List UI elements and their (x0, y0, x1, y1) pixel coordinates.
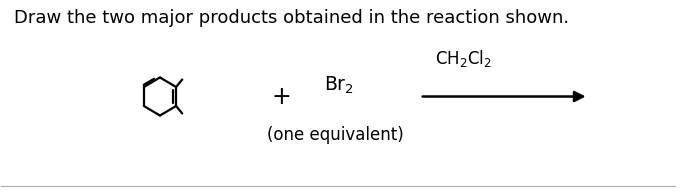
Text: +: + (272, 85, 291, 108)
Text: (one equivalent): (one equivalent) (267, 125, 404, 144)
Text: Br$_2$: Br$_2$ (324, 74, 354, 96)
Text: Draw the two major products obtained in the reaction shown.: Draw the two major products obtained in … (13, 9, 568, 27)
Text: CH$_2$Cl$_2$: CH$_2$Cl$_2$ (435, 48, 492, 69)
